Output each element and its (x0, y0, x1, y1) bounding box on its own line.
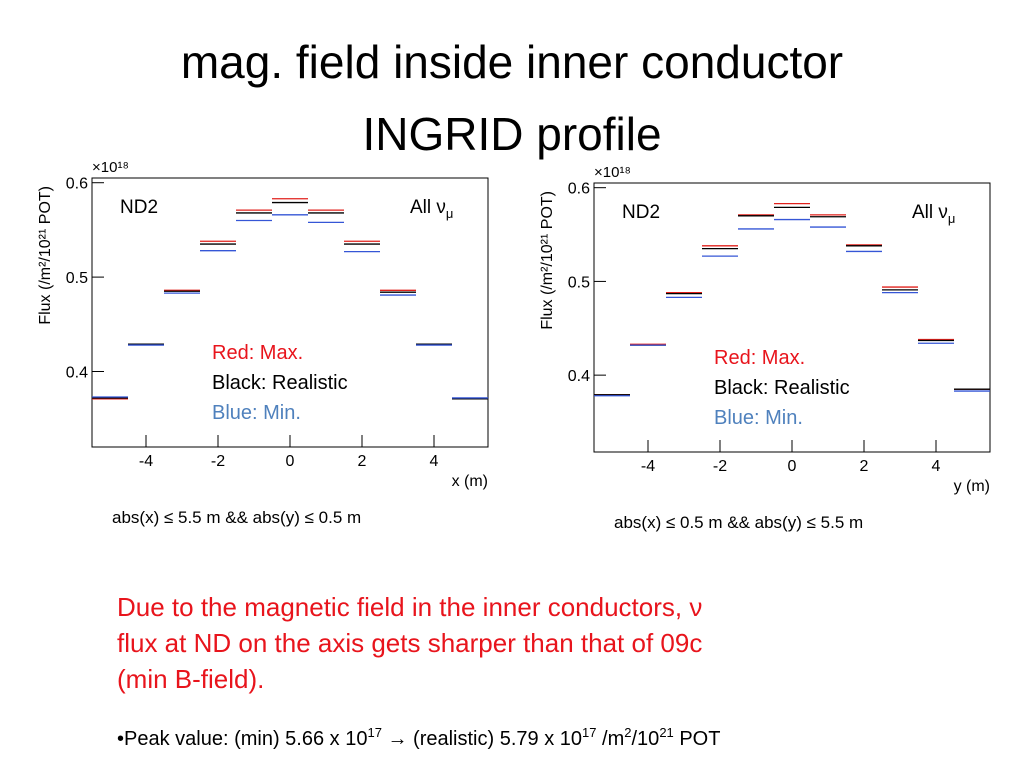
y-multiplier: ×10¹⁸ (594, 164, 631, 181)
beam-label: All νμ (410, 197, 453, 221)
legend-entry: Red: Max. (212, 342, 303, 364)
bullet: •Peak value: (min) 5.66 x 1017 → (realis… (117, 725, 720, 750)
x-axis-label: x (m) (452, 473, 488, 490)
beam-label: All νμ (912, 202, 955, 226)
bullet-text: /m (596, 728, 624, 750)
slide-title: INGRID profile (362, 108, 661, 160)
beam-sub: μ (446, 206, 454, 221)
legend-entry: Blue: Min. (212, 402, 301, 424)
superscript: 17 (582, 725, 596, 740)
x-tick-label: -4 (641, 458, 655, 475)
y-tick-label: 0.6 (568, 181, 590, 198)
note-line: Due to the magnetic field in the inner c… (117, 592, 702, 622)
beam-text: All ν (912, 202, 948, 223)
x-tick-label: -2 (713, 458, 727, 475)
region-label: ND2 (120, 197, 158, 218)
y-tick-label: 0.6 (66, 176, 88, 193)
note-line: flux at ND on the axis gets sharper than… (117, 628, 702, 658)
x-tick-label: -4 (139, 453, 153, 470)
y-axis-label: Flux (/m²/10²¹ POT) (539, 191, 556, 330)
region-label: ND2 (622, 202, 660, 223)
x-tick-label: 0 (286, 453, 295, 470)
y-tick-label: 0.4 (568, 368, 590, 385)
legend-entry: Blue: Min. (714, 407, 803, 429)
superscript: 17 (367, 725, 381, 740)
bullet-text: POT (674, 728, 721, 750)
slide-title: mag. field inside inner conductor (181, 36, 843, 88)
x-tick-label: 0 (788, 458, 797, 475)
x-axis-label: y (m) (954, 478, 990, 495)
legend-entry: Black: Realistic (714, 377, 850, 399)
legend-entry: Black: Realistic (212, 372, 348, 394)
y-tick-label: 0.5 (66, 270, 88, 287)
bullet-text: •Peak value: (min) 5.66 x 10 (117, 728, 367, 750)
x-tick-label: -2 (211, 453, 225, 470)
bullet-text: /10 (632, 728, 660, 750)
y-axis-label: Flux (/m²/10²¹ POT) (37, 186, 54, 325)
superscript: 2 (624, 725, 631, 740)
x-tick-label: 4 (430, 453, 439, 470)
superscript: 21 (659, 725, 673, 740)
y-tick-label: 0.4 (66, 364, 88, 381)
legend-entry: Red: Max. (714, 347, 805, 369)
caption: abs(x) ≤ 0.5 m && abs(y) ≤ 5.5 m (614, 513, 863, 532)
y-multiplier: ×10¹⁸ (92, 159, 129, 176)
x-tick-label: 2 (358, 453, 367, 470)
note-line: (min B-field). (117, 664, 264, 694)
bullet-text: → (realistic) 5.79 x 10 (382, 728, 582, 750)
x-tick-label: 4 (932, 458, 941, 475)
caption: abs(x) ≤ 5.5 m && abs(y) ≤ 0.5 m (112, 508, 361, 527)
beam-sub: μ (948, 211, 956, 226)
y-tick-label: 0.5 (568, 274, 590, 291)
beam-text: All ν (410, 197, 446, 218)
x-tick-label: 2 (860, 458, 869, 475)
